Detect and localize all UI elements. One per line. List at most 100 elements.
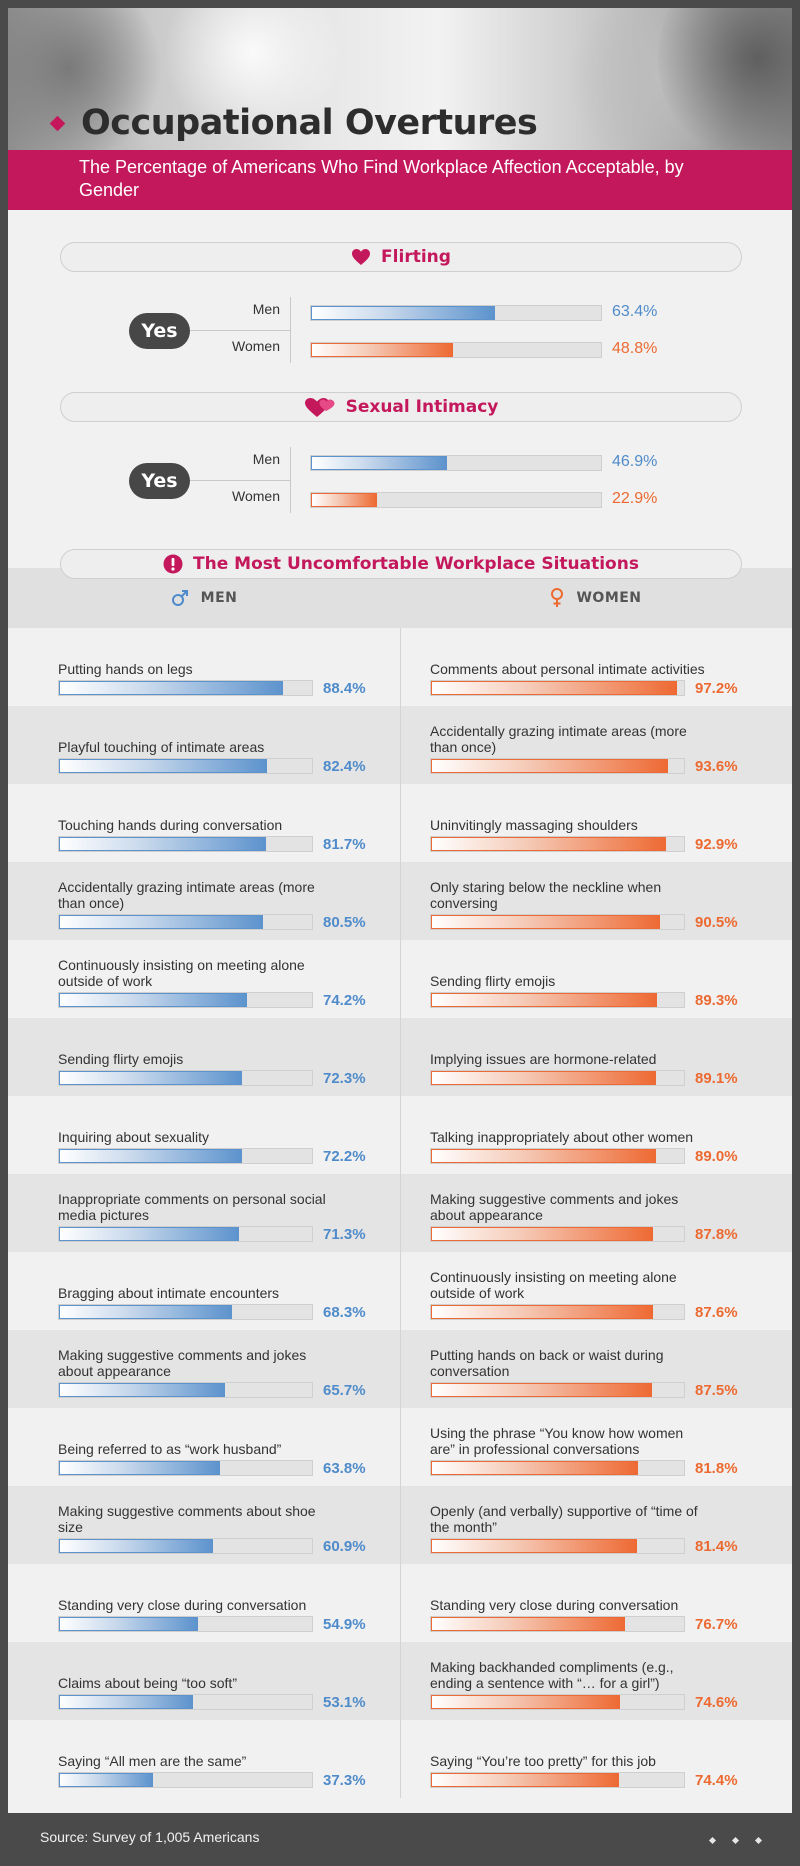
men-bar-track [58, 758, 313, 774]
column-divider [400, 1486, 401, 1564]
women-bar-track [430, 1148, 685, 1164]
women-pct-label: 76.7% [695, 1616, 738, 1633]
men-pct-label: 74.2% [323, 992, 366, 1009]
situations-title: The Most Uncomfortable Workplace Situati… [193, 554, 639, 574]
men-situation-label: Touching hands during conversation [58, 817, 283, 833]
column-divider [400, 1720, 401, 1798]
men-bar [59, 837, 266, 851]
women-label: Women [232, 488, 280, 504]
women-bar [431, 993, 657, 1007]
men-bar [59, 1227, 240, 1241]
women-bar [431, 1773, 620, 1787]
men-bar [59, 1149, 242, 1163]
table-row: Making suggestive comments and jokes abo… [8, 1330, 792, 1408]
women-bar [431, 1383, 653, 1397]
table-row: Being referred to as “work husband” 63.8%… [8, 1408, 792, 1486]
men-label: Men [252, 451, 280, 467]
men-situation-label: Making suggestive comments and jokes abo… [58, 1347, 307, 1379]
women-pct: 48.8% [612, 340, 658, 357]
women-situation-label: Sending flirty emojis [430, 973, 556, 989]
table-row: Making suggestive comments about shoe si… [8, 1486, 792, 1564]
men-bar [59, 759, 268, 773]
situations-header: The Most Uncomfortable Workplace Situati… [60, 549, 742, 579]
connector-line [290, 297, 291, 363]
intimacy-block: Yes Men 46.9% Women 22.9% [8, 441, 792, 521]
column-divider [400, 1330, 401, 1408]
men-bar-track [58, 1226, 313, 1242]
women-bar [311, 493, 378, 507]
women-situation-label: Using the phrase “You know how women are… [430, 1425, 684, 1457]
women-pct-label: 74.6% [695, 1694, 738, 1711]
men-pct-label: 82.4% [323, 758, 366, 775]
women-bar-track [430, 1538, 685, 1554]
women-header-label: WOMEN [576, 590, 642, 606]
women-pct-label: 93.6% [695, 758, 738, 775]
men-bar-track [58, 1694, 313, 1710]
women-situation-label: Implying issues are hormone-related [430, 1051, 657, 1067]
yes-badge: Yes [129, 313, 190, 349]
table-row: Claims about being “too soft” 53.1% Making… [8, 1642, 792, 1720]
women-bar [431, 1149, 657, 1163]
women-situation-label: Only staring below the neckline when con… [430, 879, 662, 911]
men-situation-label: Accidentally grazing intimate areas (mor… [58, 879, 315, 911]
women-situation-label: Uninvitingly massaging shoulders [430, 817, 638, 833]
heart-icon [352, 249, 371, 265]
women-situation-label: Standing very close during conversation [430, 1597, 679, 1613]
women-situation-label: Putting hands on back or waist during co… [430, 1347, 664, 1379]
table-row: Continuously insisting on meeting alone … [8, 940, 792, 1018]
women-pct-label: 87.6% [695, 1304, 738, 1321]
women-bar-track [430, 1226, 685, 1242]
men-bar-track [58, 1148, 313, 1164]
men-bar-track [58, 1538, 313, 1554]
women-label: Women [232, 338, 280, 354]
women-pct-label: 87.5% [695, 1382, 738, 1399]
women-bar [431, 1617, 626, 1631]
men-pct-label: 72.2% [323, 1148, 366, 1165]
intimacy-title: Sexual Intimacy [345, 397, 499, 417]
men-situation-label: Claims about being “too soft” [58, 1675, 237, 1691]
men-bar [311, 306, 495, 320]
table-row: Saying “All men are the same” 37.3% Saying… [8, 1720, 792, 1798]
column-divider [400, 1096, 401, 1174]
men-pct: 63.4% [612, 303, 658, 320]
table-row: Inquiring about sexuality 72.2% Talking in… [8, 1096, 792, 1174]
men-label: Men [252, 301, 280, 317]
table-row: Bragging about intimate encounters 68.3% C… [8, 1252, 792, 1330]
hero-photo: Occupational Overtures [8, 8, 792, 150]
men-bar-track [310, 455, 602, 471]
men-bar [59, 1539, 214, 1553]
women-bar [431, 1539, 637, 1553]
column-divider [400, 628, 401, 706]
men-column-header: MEN [8, 568, 400, 628]
women-bar-track [430, 1694, 685, 1710]
table-row: Accidentally grazing intimate areas (mor… [8, 862, 792, 940]
men-situation-label: Standing very close during conversation [58, 1597, 307, 1613]
men-bar-track [58, 914, 313, 930]
women-pct-label: 74.4% [695, 1772, 738, 1789]
women-bar-track [430, 836, 685, 852]
men-pct-label: 68.3% [323, 1304, 366, 1321]
women-situation-label: Accidentally grazing intimate areas (mor… [430, 723, 687, 755]
diamond-icon [731, 1836, 740, 1845]
men-situation-label: Putting hands on legs [58, 661, 193, 677]
men-bar-track [58, 1304, 313, 1320]
men-bar-track [58, 1460, 313, 1476]
women-bar-track [430, 1382, 685, 1398]
intimacy-header: Sexual Intimacy [60, 392, 742, 422]
men-situation-label: Continuously insisting on meeting alone … [58, 957, 305, 989]
women-bar-track [430, 1070, 685, 1086]
situations-section: MEN WOMEN Putting hands on legs 88.4% Comm… [8, 568, 792, 1813]
men-bar-track [58, 1382, 313, 1398]
diamond-icon [708, 1836, 717, 1845]
column-divider [400, 862, 401, 940]
women-situation-label: Saying “You’re too pretty” for this job [430, 1753, 656, 1769]
column-divider [400, 940, 401, 1018]
women-pct: 22.9% [612, 490, 658, 507]
page-title: Occupational Overtures [81, 103, 538, 143]
women-pct-label: 87.8% [695, 1226, 738, 1243]
men-bar [59, 1773, 154, 1787]
men-bar [59, 681, 283, 695]
men-pct-label: 81.7% [323, 836, 366, 853]
table-row: Inappropriate comments on personal socia… [8, 1174, 792, 1252]
